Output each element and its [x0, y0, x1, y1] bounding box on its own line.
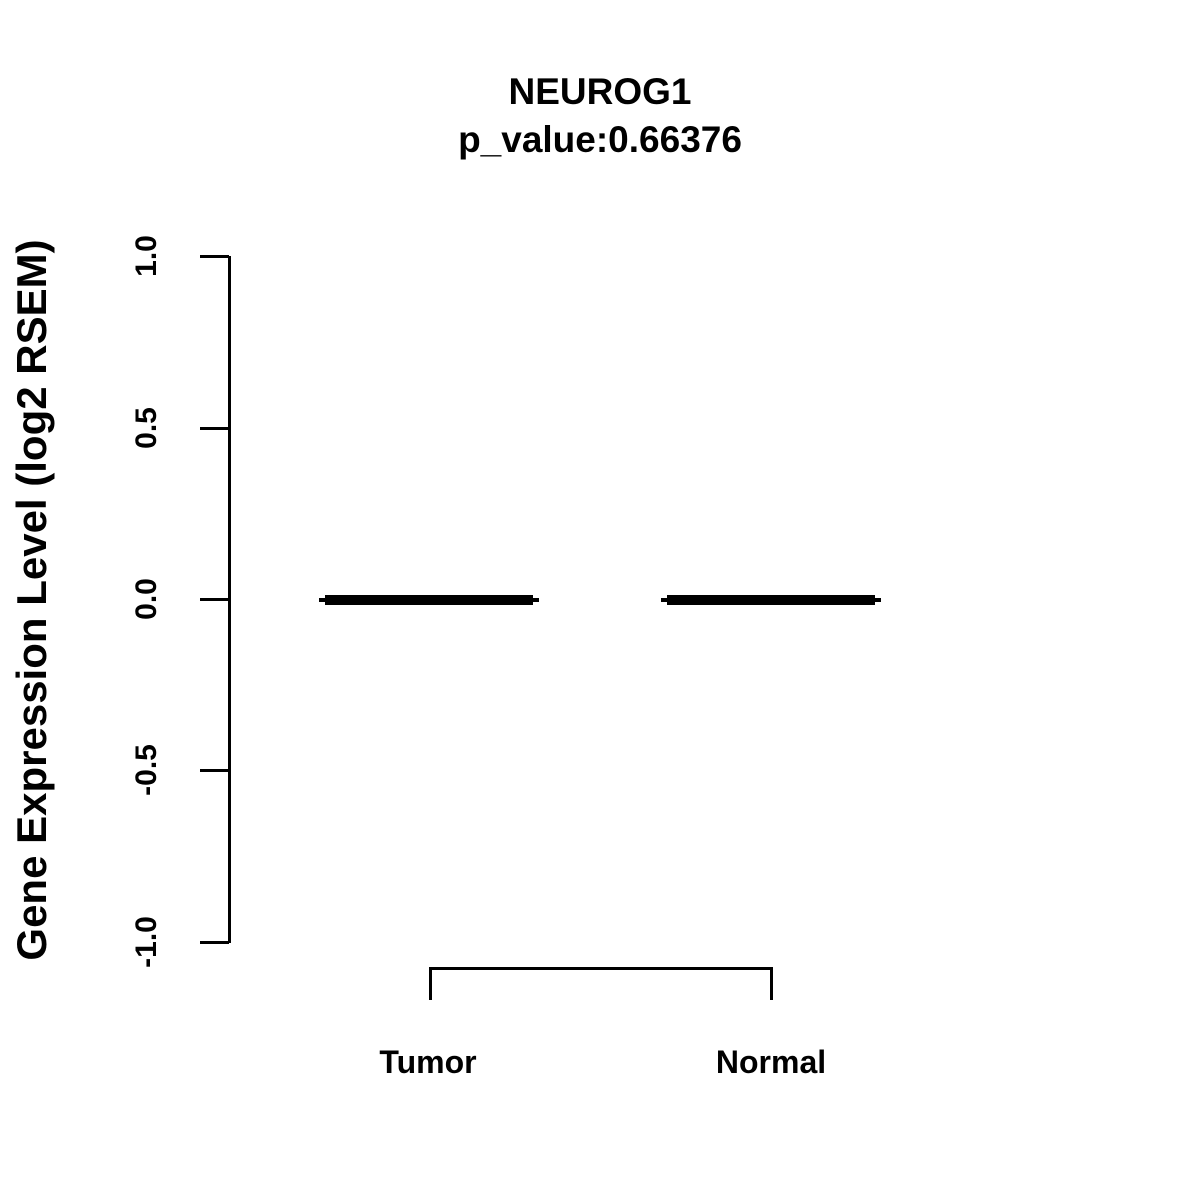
y-axis-tick-1.0 — [200, 255, 229, 258]
y-axis-tick--1.0 — [200, 941, 229, 944]
chart-title-block: NEUROG1 p_value:0.66376 — [230, 68, 970, 164]
whisker-cap-right — [875, 598, 881, 602]
chart-subtitle-pvalue: p_value:0.66376 — [458, 119, 742, 160]
group-label-tumor: Tumor — [379, 1044, 477, 1080]
comparison-bracket-left-end — [429, 967, 432, 1000]
y-axis-tick-0.0 — [200, 598, 229, 601]
y-axis-tick--0.5 — [200, 769, 229, 772]
y-axis-line — [228, 256, 231, 943]
comparison-bracket-right-end — [770, 967, 773, 1000]
whisker-cap-left — [661, 598, 667, 602]
boxplot-median-normal — [661, 595, 881, 605]
y-axis-title-text: Gene Expression Level (log2 RSEM) — [8, 239, 55, 961]
y-axis-tick-0.5 — [200, 427, 229, 430]
whisker-cap-right — [533, 598, 539, 602]
chart-title: NEUROG1 — [508, 71, 692, 112]
comparison-bracket-horizontal — [429, 967, 773, 970]
whisker-cap-left — [319, 598, 325, 602]
group-label-normal: Normal — [715, 1044, 827, 1080]
boxplot-median-tumor — [319, 595, 539, 605]
